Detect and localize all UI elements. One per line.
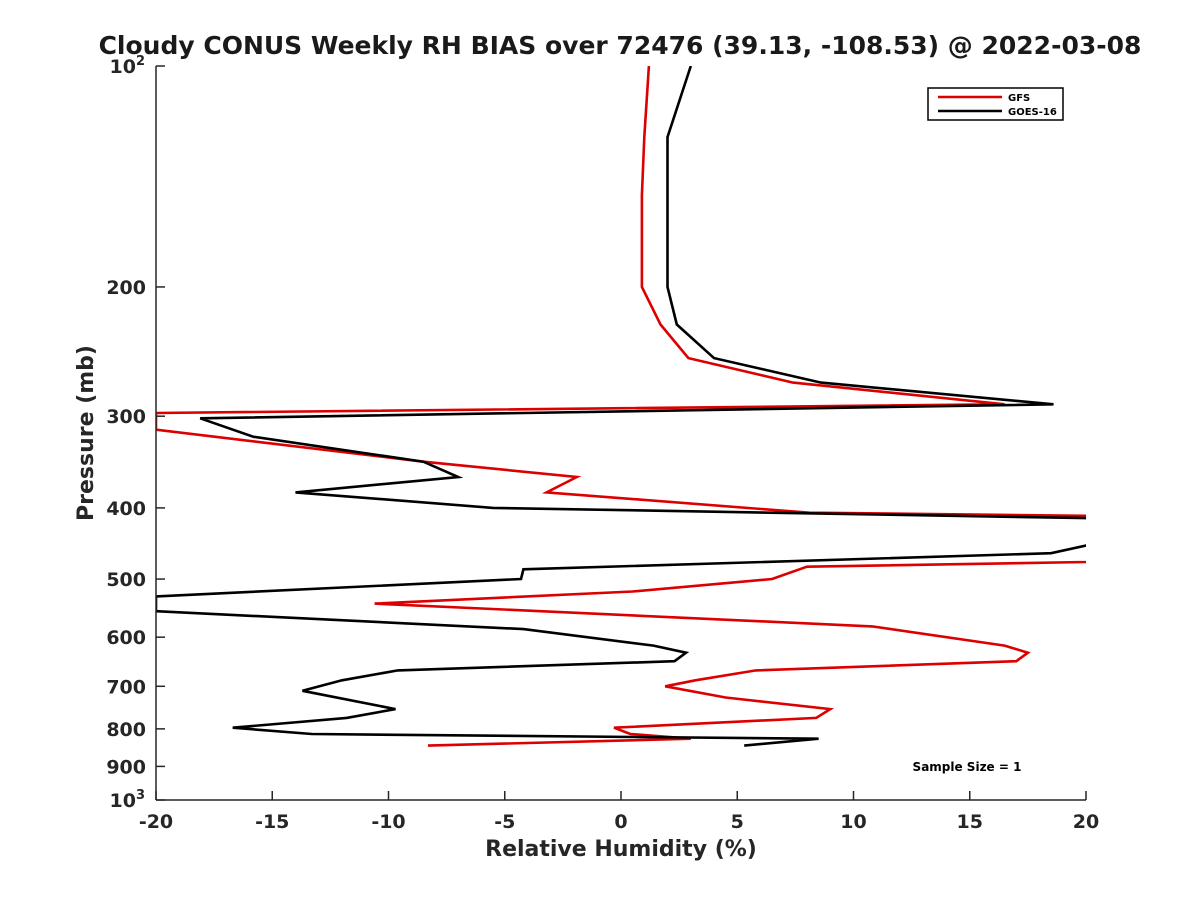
y-tick-label: 10 <box>110 790 136 812</box>
y-tick-label: 700 <box>106 676 146 698</box>
x-tick-label: 15 <box>957 811 983 833</box>
x-tick-label: 10 <box>840 811 866 833</box>
series-layer <box>156 66 1086 747</box>
series-line-gfs <box>156 66 1086 747</box>
legend-label-goes-16: GOES-16 <box>1008 107 1057 118</box>
series-line-goes-16 <box>156 66 1086 747</box>
axes-layer <box>155 66 1086 801</box>
y-tick-label: 10 <box>110 56 136 78</box>
x-tick-label: -15 <box>255 811 289 833</box>
chart-title: Cloudy CONUS Weekly RH BIAS over 72476 (… <box>99 31 1142 60</box>
y-tick-label: 400 <box>106 498 146 520</box>
sample-size-annotation: Sample Size = 1 <box>913 760 1022 774</box>
y-tick-label: 300 <box>106 406 146 428</box>
y-tick-label: 900 <box>106 756 146 778</box>
x-tick-label: -10 <box>371 811 405 833</box>
x-tick-label: -20 <box>139 811 173 833</box>
legend-label-gfs: GFS <box>1008 93 1030 104</box>
y-tick-label: 500 <box>106 569 146 591</box>
x-axis-label: Relative Humidity (%) <box>485 837 757 862</box>
x-tick-label: -5 <box>494 811 515 833</box>
x-tick-label: 0 <box>614 811 627 833</box>
legend-box <box>927 87 1064 121</box>
y-tick-label: 200 <box>106 277 146 299</box>
y-tick-label: 800 <box>106 719 146 741</box>
y-tick-exponent: 2 <box>136 54 145 69</box>
y-tick-label: 600 <box>106 627 146 649</box>
y-axis-label: Pressure (mb) <box>74 345 99 521</box>
x-tick-label: 20 <box>1073 811 1099 833</box>
y-tick-exponent: 3 <box>136 788 145 803</box>
x-tick-label: 5 <box>731 811 744 833</box>
legend: GFS GOES-16 <box>927 87 1064 121</box>
